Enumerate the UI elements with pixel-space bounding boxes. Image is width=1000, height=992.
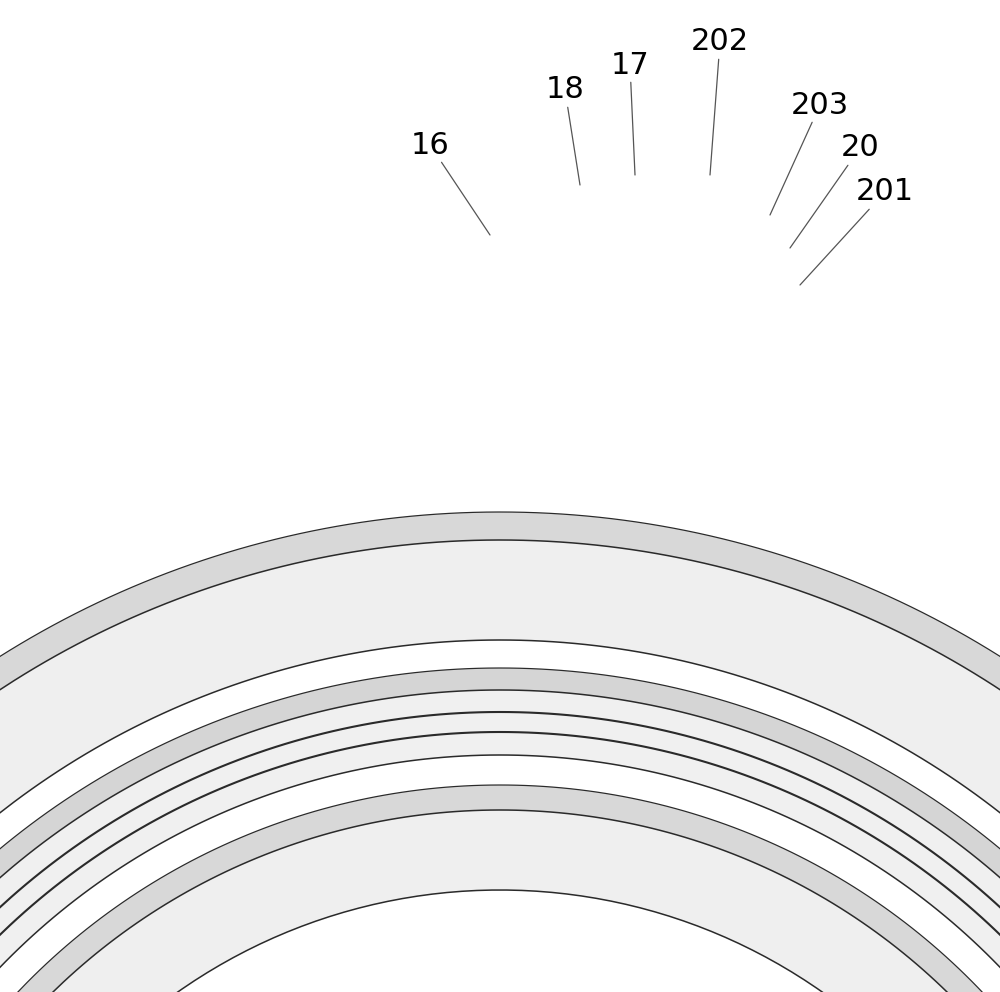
Text: 202: 202 [691,28,749,175]
Text: 201: 201 [800,178,914,285]
Polygon shape [0,512,1000,992]
Polygon shape [0,785,1000,992]
Text: 18: 18 [546,75,584,185]
Text: 20: 20 [790,134,879,248]
Text: 17: 17 [611,51,649,175]
Text: 203: 203 [770,90,849,215]
Polygon shape [0,668,1000,992]
Polygon shape [0,810,1000,992]
Polygon shape [0,540,1000,992]
Text: 16: 16 [411,131,490,235]
Polygon shape [0,690,1000,992]
